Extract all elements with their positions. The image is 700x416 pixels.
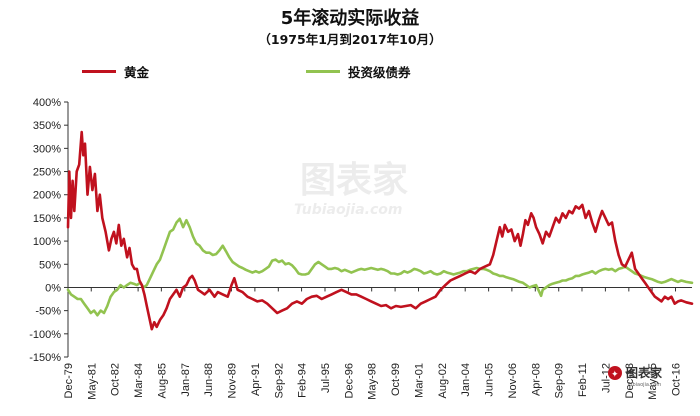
watermark: 图表家 Tubiaojia.com xyxy=(294,160,408,218)
y-tick-label: 400% xyxy=(33,97,61,109)
series-line-bond xyxy=(68,219,692,315)
x-tick-label: Oct-16 xyxy=(671,363,683,396)
x-tick-label: Jun-05 xyxy=(484,363,496,397)
x-tick-label: Aug-02 xyxy=(437,363,449,398)
y-axis: 400% 350% 300% 250% 200% 150% 100% 50% 0% -50% -10… xyxy=(29,97,68,364)
x-tick-label: Jan-87 xyxy=(180,363,192,397)
x-tick-label: Feb-11 xyxy=(577,363,589,397)
y-tick-label: 200% xyxy=(33,190,61,202)
x-tick-label: Dec-79 xyxy=(63,363,75,398)
y-tick-label: -50% xyxy=(35,306,61,318)
badge-url: Tubiaojia.com xyxy=(626,382,661,388)
x-tick-label: Aug-85 xyxy=(156,363,168,398)
x-tick-label: Sep-09 xyxy=(554,363,566,398)
y-tick-label: 300% xyxy=(33,143,61,155)
y-tick-label: 350% xyxy=(33,120,61,132)
y-tick-label: -150% xyxy=(29,352,61,364)
x-tick-label: Jan-04 xyxy=(460,363,472,397)
badge-watermark: ✦ 图表家 Tubiaojia.com xyxy=(608,365,663,388)
x-tick-label: Nov-06 xyxy=(507,363,519,398)
x-tick-label: May-81 xyxy=(86,363,98,400)
x-tick-label: Oct-99 xyxy=(390,363,402,396)
badge-brand: 图表家 xyxy=(626,365,663,380)
x-tick-label: Sep-92 xyxy=(273,363,285,398)
x-tick-label: Feb-94 xyxy=(297,363,309,398)
x-tick-label: Jul-95 xyxy=(320,363,332,393)
y-tick-label: 100% xyxy=(33,236,61,248)
y-tick-label: 0% xyxy=(45,282,61,294)
x-tick-label: Oct-82 xyxy=(110,363,122,396)
x-tick-label: Apr-08 xyxy=(530,363,542,396)
y-tick-label: 150% xyxy=(33,213,61,225)
x-tick-label: Dec-96 xyxy=(343,363,355,398)
x-tick-label: Jun-88 xyxy=(203,363,215,397)
y-tick-label: 250% xyxy=(33,167,61,179)
x-tick-label: Mar-01 xyxy=(414,363,426,398)
x-tick-label: Mar-84 xyxy=(133,363,145,398)
watermark-brand: 图表家 xyxy=(300,160,408,201)
y-tick-label: -100% xyxy=(29,329,61,341)
x-tick-label: May-98 xyxy=(367,363,379,400)
watermark-url: Tubiaojia.com xyxy=(294,202,402,218)
y-tick-label: 50% xyxy=(39,259,61,271)
x-tick-label: Apr-91 xyxy=(250,363,262,396)
x-tick-label: Nov-89 xyxy=(226,363,238,398)
badge-logo-glyph: ✦ xyxy=(611,370,619,380)
